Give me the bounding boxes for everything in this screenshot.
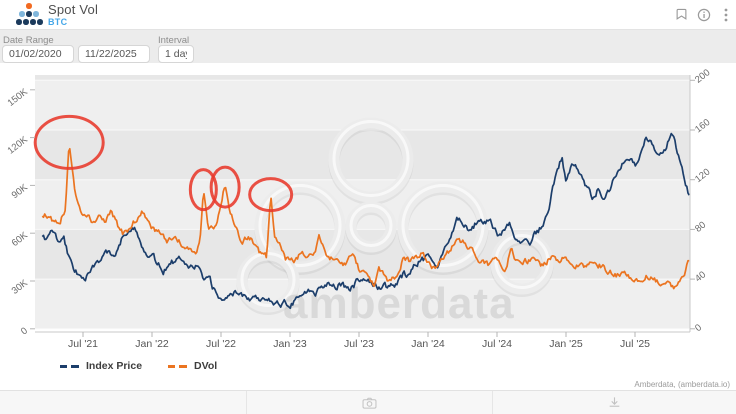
legend-item-dvol[interactable]: DVol — [168, 360, 217, 372]
watermark-ring-highlight — [401, 184, 485, 267]
watermark-ring-highlight — [258, 184, 342, 267]
annotation-ellipse — [209, 165, 241, 209]
date-range-label: Date Range — [3, 35, 54, 46]
controls-bar: Date Range Interval — [0, 29, 736, 63]
x-tick-label: Jul '24 — [482, 338, 512, 350]
interval-label: Interval — [158, 35, 190, 46]
annotation-ellipse — [248, 177, 294, 213]
x-tick-label: Jan '24 — [411, 338, 445, 350]
x-tick-label: Jul '25 — [620, 338, 650, 350]
right-axis-label: 40 — [693, 269, 708, 284]
kebab-menu-icon[interactable] — [718, 7, 733, 22]
legend-label-index-price: Index Price — [86, 360, 143, 372]
x-tick-label: Jan '23 — [273, 338, 307, 350]
bookmark-icon[interactable] — [674, 7, 689, 22]
attribution-text: Amberdata, (amberdata.io) — [634, 380, 730, 389]
toolbar-section-middle — [247, 391, 493, 414]
info-icon[interactable] — [696, 7, 711, 22]
app-header: Spot Vol BTC — [0, 0, 736, 29]
plot-band — [35, 75, 690, 81]
page-title: Spot Vol — [48, 2, 99, 17]
right-axis-label: 0 — [693, 322, 704, 334]
plot-band — [35, 279, 690, 329]
amberdata-logo-icon — [16, 2, 47, 28]
x-tick-label: Jul '21 — [68, 338, 98, 350]
plot-band — [35, 130, 690, 180]
x-tick-label: Jul '22 — [206, 338, 236, 350]
download-icon[interactable] — [608, 396, 621, 409]
toolbar-section-right — [493, 391, 736, 414]
watermark-ring-highlight — [240, 252, 296, 307]
watermark-text: amberdata — [283, 279, 515, 328]
annotation-ellipse — [33, 114, 105, 170]
left-axis-label: 150K — [6, 86, 31, 109]
x-tick-label: Jan '25 — [549, 338, 583, 350]
left-axis-label: 120K — [6, 134, 31, 157]
camera-screenshot-icon[interactable] — [362, 397, 377, 409]
spot-vol-chart[interactable]: amberdata Jul '21 Jan '22 Jul '22 Jan '23 Jul… — [0, 62, 736, 390]
date-to-input[interactable] — [78, 45, 150, 63]
legend-label-dvol: DVol — [194, 360, 218, 372]
right-axis-label: 80 — [693, 220, 708, 235]
index-price-marker-icon — [60, 364, 79, 368]
interval-input[interactable] — [158, 45, 194, 63]
chart-panel: amberdata Jul '21 Jan '22 Jul '22 Jan '23 Jul… — [0, 62, 736, 390]
right-axis-label: 200 — [693, 67, 712, 85]
x-tick-label: Jul '23 — [344, 338, 374, 350]
watermark-ring-highlight — [349, 204, 393, 247]
left-axis-label: 90K — [10, 182, 31, 201]
series-line-dvol — [41, 147, 690, 290]
chart-legend: Index Price DVol — [60, 360, 217, 372]
watermark-ring-highlight — [332, 120, 410, 197]
plot-band — [35, 229, 690, 280]
series-line-index-price — [41, 132, 690, 310]
right-axis-label: 120 — [693, 167, 712, 185]
annotation-ellipse — [188, 168, 218, 212]
left-axis-label: 0 — [19, 325, 30, 337]
left-axis-label: 60K — [10, 229, 31, 248]
legend-item-index-price[interactable]: Index Price — [60, 360, 142, 372]
date-from-input[interactable] — [2, 45, 74, 63]
toolbar-section-left — [0, 391, 247, 414]
left-axis-label: 30K — [10, 277, 31, 296]
instrument-label: BTC — [48, 17, 68, 27]
dvol-marker-icon — [168, 364, 188, 368]
right-axis-label: 160 — [693, 117, 712, 135]
x-tick-label: Jan '22 — [135, 338, 169, 350]
bottom-toolbar — [0, 390, 736, 414]
